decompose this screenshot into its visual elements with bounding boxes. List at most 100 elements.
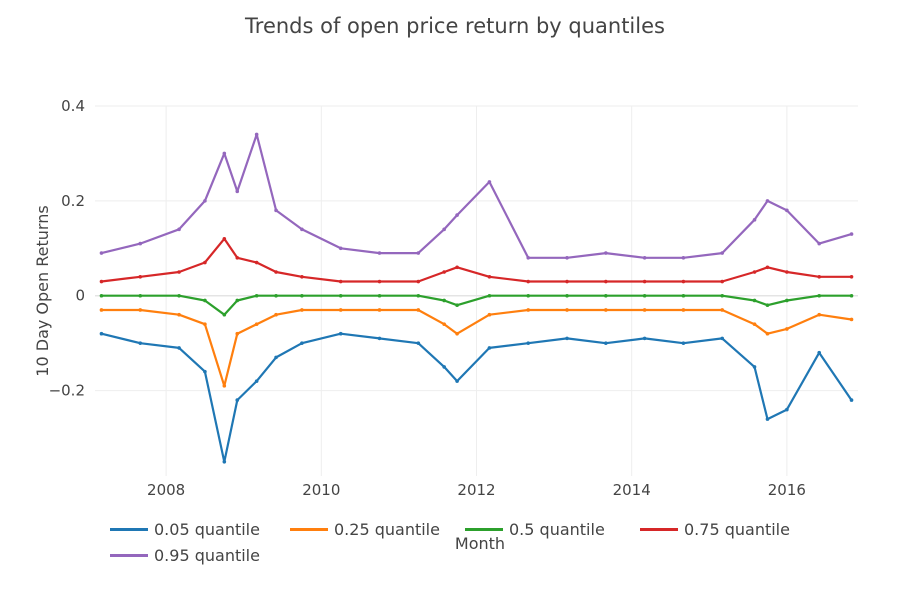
data-point bbox=[222, 312, 227, 317]
data-point bbox=[235, 255, 240, 260]
legend-item[interactable]: 0.5 quantile bbox=[465, 520, 605, 539]
data-point bbox=[720, 279, 725, 284]
data-point bbox=[752, 298, 757, 303]
data-point bbox=[785, 298, 789, 303]
data-point bbox=[817, 274, 822, 279]
data-point bbox=[138, 308, 143, 312]
data-point bbox=[203, 298, 207, 303]
legend-swatch bbox=[640, 528, 678, 531]
legend-swatch bbox=[465, 528, 503, 531]
data-point bbox=[177, 293, 181, 298]
data-point bbox=[765, 331, 770, 336]
data-point bbox=[274, 355, 278, 360]
y-tick-label: −0.2 bbox=[49, 382, 85, 400]
data-point bbox=[765, 417, 770, 421]
x-tick-label: 2008 bbox=[147, 481, 185, 499]
data-point bbox=[681, 341, 686, 345]
data-point bbox=[254, 260, 259, 265]
series-line-0 bbox=[101, 332, 853, 463]
data-point bbox=[254, 379, 259, 383]
x-tick-label: 2014 bbox=[613, 481, 651, 499]
series-line-2 bbox=[101, 294, 852, 316]
data-point bbox=[765, 265, 770, 270]
data-point bbox=[300, 227, 304, 232]
data-point bbox=[300, 293, 304, 298]
data-point bbox=[222, 151, 227, 156]
data-point bbox=[720, 251, 725, 255]
data-point bbox=[416, 251, 421, 255]
data-point bbox=[752, 270, 757, 274]
legend-item[interactable]: 0.05 quantile bbox=[110, 520, 260, 539]
data-point bbox=[203, 260, 207, 265]
data-point bbox=[99, 251, 104, 255]
data-point bbox=[642, 293, 647, 298]
legend-item[interactable]: 0.95 quantile bbox=[110, 546, 260, 565]
data-point bbox=[99, 293, 104, 298]
legend-swatch bbox=[110, 528, 148, 531]
x-tick-label: 2012 bbox=[457, 481, 495, 499]
data-point bbox=[254, 132, 259, 137]
y-tick-label: 0 bbox=[75, 287, 85, 305]
data-point bbox=[235, 398, 240, 402]
data-point bbox=[849, 274, 854, 279]
data-point bbox=[274, 208, 278, 213]
data-point bbox=[487, 346, 492, 350]
data-point bbox=[487, 312, 492, 317]
data-point bbox=[526, 308, 531, 312]
data-point bbox=[377, 293, 382, 298]
series-line-1 bbox=[101, 308, 852, 387]
data-point bbox=[338, 308, 343, 312]
data-point bbox=[177, 270, 181, 274]
data-point bbox=[338, 246, 343, 251]
data-point bbox=[526, 341, 531, 345]
data-point bbox=[274, 270, 278, 274]
data-point bbox=[720, 336, 725, 341]
y-axis-title: 10 Day Open Returns bbox=[33, 205, 52, 376]
data-point bbox=[254, 293, 259, 298]
data-point bbox=[416, 308, 421, 312]
data-point bbox=[377, 308, 382, 312]
data-point bbox=[604, 293, 608, 298]
data-point bbox=[720, 293, 725, 298]
data-point bbox=[377, 336, 382, 341]
data-point bbox=[254, 322, 259, 327]
data-point bbox=[455, 331, 459, 336]
data-point bbox=[99, 279, 104, 284]
y-tick-label: 0.2 bbox=[61, 192, 85, 210]
data-point bbox=[642, 308, 647, 312]
data-point bbox=[138, 293, 143, 298]
data-point bbox=[442, 227, 446, 232]
legend-swatch bbox=[290, 528, 328, 531]
data-point bbox=[487, 293, 492, 298]
data-point bbox=[681, 308, 686, 312]
data-point bbox=[849, 293, 854, 298]
legend-item[interactable]: 0.75 quantile bbox=[640, 520, 790, 539]
data-point bbox=[442, 365, 446, 369]
data-point bbox=[274, 312, 278, 317]
legend-label: 0.75 quantile bbox=[684, 520, 790, 539]
legend: 0.05 quantile 0.25 quantile 0.5 quantile 0.… bbox=[110, 520, 870, 580]
data-point bbox=[526, 279, 531, 284]
data-point bbox=[455, 213, 459, 217]
data-point bbox=[338, 293, 343, 298]
data-point bbox=[817, 241, 822, 246]
data-point bbox=[442, 270, 446, 274]
data-point bbox=[274, 293, 278, 298]
data-point bbox=[565, 279, 569, 284]
data-point bbox=[720, 308, 725, 312]
series-line-3 bbox=[101, 237, 852, 283]
data-point bbox=[752, 365, 757, 369]
data-point bbox=[235, 331, 240, 336]
data-point bbox=[765, 303, 770, 308]
legend-item[interactable]: 0.25 quantile bbox=[290, 520, 440, 539]
data-point bbox=[338, 279, 343, 284]
data-point bbox=[416, 279, 421, 284]
data-point bbox=[235, 298, 240, 303]
data-point bbox=[681, 255, 686, 260]
data-point bbox=[138, 241, 143, 246]
data-point bbox=[785, 270, 789, 274]
data-point bbox=[442, 322, 446, 327]
data-point bbox=[222, 384, 227, 388]
